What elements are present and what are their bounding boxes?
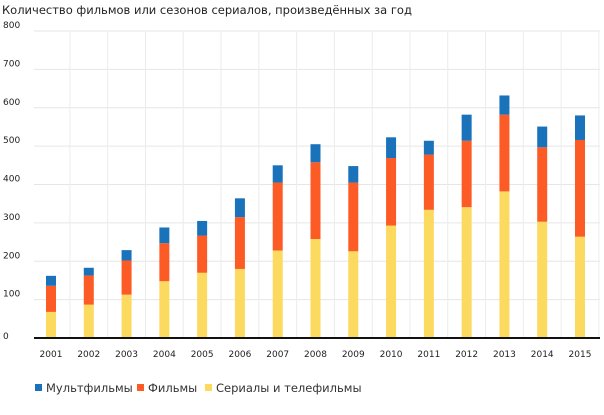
x-tick-label: 2005	[191, 350, 214, 360]
bar-segment-2014	[537, 221, 548, 338]
bar-segment-2009	[348, 166, 359, 183]
bar-segment-2011	[423, 154, 434, 210]
bar-segment-2003	[121, 260, 132, 295]
legend-swatch	[35, 384, 42, 391]
bar-segment-2006	[234, 198, 245, 218]
bar-segment-2004	[159, 243, 170, 282]
y-tick-label: 700	[3, 59, 20, 69]
y-tick-label: 500	[3, 136, 20, 146]
bar-segment-2010	[386, 158, 397, 226]
y-tick-label: 600	[3, 98, 20, 108]
chart-title: Количество фильмов или сезонов сериалов,…	[2, 3, 412, 17]
bar-segment-2012	[461, 207, 472, 338]
bar-segment-2014	[537, 126, 548, 148]
legend-label: Фильмы	[148, 381, 197, 395]
bar-segment-2007	[272, 182, 283, 251]
y-tick-label: 800	[3, 21, 20, 31]
bar-segment-2001	[46, 311, 56, 338]
bar-segment-2007	[272, 250, 283, 338]
x-tick-label: 2002	[77, 350, 100, 360]
bar-segment-2015	[575, 115, 585, 140]
legend-swatch	[137, 384, 144, 391]
x-tick-label: 2011	[417, 350, 440, 360]
bar-segment-2002	[83, 275, 94, 305]
bar-segment-2006	[234, 268, 245, 338]
x-tick-label: 2001	[40, 350, 63, 360]
x-tick-label: 2004	[153, 350, 176, 360]
bar-segment-2006	[234, 217, 245, 269]
bar-segment-2005	[197, 220, 208, 236]
bar-segment-2005	[197, 235, 208, 273]
bar-segment-2005	[197, 272, 208, 338]
x-tick-label: 2003	[115, 350, 138, 360]
x-tick-label: 2009	[342, 350, 365, 360]
y-tick-label: 200	[3, 251, 20, 261]
bar-segment-2015	[575, 139, 585, 237]
y-tick-label: 400	[3, 175, 20, 185]
bar-segment-2010	[386, 137, 397, 159]
bar-segment-2009	[348, 251, 359, 338]
y-tick-label: 100	[3, 290, 20, 300]
bar-segment-2010	[386, 225, 397, 338]
bar-segment-2008	[310, 162, 321, 239]
legend-swatch	[205, 384, 212, 391]
bar-segment-2009	[348, 182, 359, 252]
bar-segment-2003	[121, 250, 132, 261]
bar-segment-2012	[461, 114, 472, 141]
bar-segment-2001	[46, 285, 56, 312]
y-tick-label: 300	[3, 213, 20, 223]
bar-segment-2007	[272, 165, 283, 183]
x-tick-label: 2010	[380, 350, 403, 360]
bar-segment-2008	[310, 238, 321, 338]
bar-segment-2011	[423, 209, 434, 338]
bar-segment-2001	[46, 275, 56, 286]
bar-segment-2013	[499, 95, 510, 115]
bar-segment-2013	[499, 114, 510, 192]
bar-segment-2014	[537, 147, 548, 222]
bar-segment-2012	[461, 140, 472, 208]
bar-segment-2008	[310, 144, 321, 163]
bar-segment-2015	[575, 236, 585, 338]
legend-label: Сериалы и телефильмы	[216, 381, 362, 395]
x-tick-label: 2008	[304, 350, 327, 360]
bar-segment-2002	[83, 304, 94, 338]
bar-segment-2013	[499, 191, 510, 338]
bar-segment-2003	[121, 294, 132, 338]
bar-segment-2004	[159, 281, 170, 338]
bar-segment-2002	[83, 267, 94, 276]
x-tick-label: 2014	[531, 350, 554, 360]
x-tick-label: 2013	[493, 350, 516, 360]
x-tick-label: 2007	[266, 350, 289, 360]
bar-segment-2011	[423, 140, 434, 155]
x-tick-label: 2006	[228, 350, 251, 360]
y-tick-label: 0	[3, 332, 9, 342]
bar-segment-2004	[159, 227, 170, 244]
x-tick-label: 2012	[455, 350, 478, 360]
x-tick-label: 2015	[569, 350, 592, 360]
legend-label: Мультфильмы	[46, 381, 133, 395]
